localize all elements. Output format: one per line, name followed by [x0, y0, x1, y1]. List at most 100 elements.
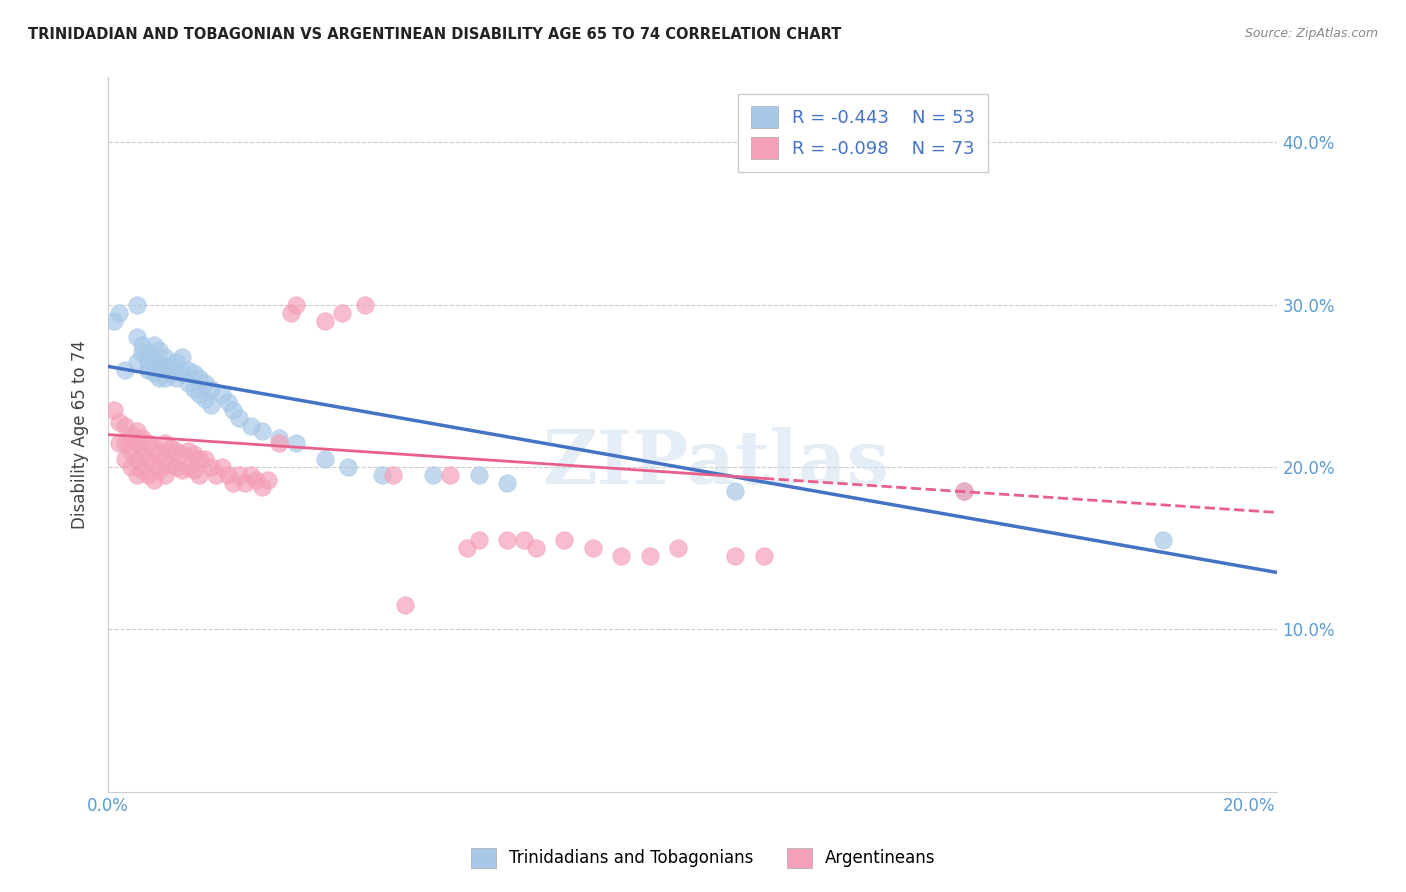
Point: [280, 306, 302, 320]
Point: [159, 366, 181, 380]
Point: [952, 484, 974, 499]
Point: [513, 533, 536, 547]
Point: [148, 463, 170, 477]
Point: [165, 460, 187, 475]
Point: [172, 350, 194, 364]
Point: [136, 362, 159, 376]
Point: [183, 366, 205, 380]
Point: [582, 541, 605, 556]
Point: [165, 370, 187, 384]
Point: [228, 468, 250, 483]
Point: [148, 447, 170, 461]
Point: [120, 427, 142, 442]
Point: [177, 460, 200, 475]
Point: [136, 468, 159, 483]
Point: [125, 298, 148, 312]
Point: [177, 376, 200, 390]
Point: [148, 370, 170, 384]
Point: [172, 366, 194, 380]
Point: [108, 306, 131, 320]
Point: [125, 425, 148, 439]
Point: [142, 441, 165, 455]
Point: [233, 476, 256, 491]
Point: [159, 441, 181, 455]
Point: [125, 354, 148, 368]
Point: [188, 468, 211, 483]
Point: [131, 463, 153, 477]
Point: [952, 484, 974, 499]
Point: [165, 354, 187, 368]
Point: [125, 435, 148, 450]
Point: [172, 447, 194, 461]
Point: [159, 457, 181, 471]
Point: [103, 403, 125, 417]
Point: [120, 460, 142, 475]
Point: [422, 468, 444, 483]
Point: [200, 398, 222, 412]
Point: [188, 451, 211, 466]
Point: [136, 451, 159, 466]
Point: [165, 443, 187, 458]
Point: [222, 403, 245, 417]
Point: [142, 354, 165, 368]
Legend: R = -0.443    N = 53, R = -0.098    N = 73: R = -0.443 N = 53, R = -0.098 N = 73: [738, 94, 987, 172]
Point: [108, 435, 131, 450]
Legend: Trinidadians and Tobagonians, Argentineans: Trinidadians and Tobagonians, Argentinea…: [464, 841, 942, 875]
Point: [177, 362, 200, 376]
Point: [136, 346, 159, 360]
Point: [131, 338, 153, 352]
Point: [269, 435, 291, 450]
Point: [336, 460, 359, 475]
Point: [125, 468, 148, 483]
Point: [314, 451, 336, 466]
Point: [120, 443, 142, 458]
Text: Source: ZipAtlas.com: Source: ZipAtlas.com: [1244, 27, 1378, 40]
Point: [142, 457, 165, 471]
Point: [250, 425, 273, 439]
Point: [524, 541, 547, 556]
Point: [114, 451, 136, 466]
Point: [439, 468, 461, 483]
Point: [153, 350, 176, 364]
Point: [496, 533, 519, 547]
Point: [285, 435, 308, 450]
Point: [239, 419, 262, 434]
Point: [330, 306, 353, 320]
Point: [353, 298, 375, 312]
Point: [194, 392, 217, 406]
Point: [172, 463, 194, 477]
Point: [153, 370, 176, 384]
Point: [148, 359, 170, 374]
Point: [269, 431, 291, 445]
Point: [456, 541, 478, 556]
Point: [194, 376, 217, 390]
Point: [194, 451, 217, 466]
Point: [103, 314, 125, 328]
Point: [114, 435, 136, 450]
Point: [228, 411, 250, 425]
Point: [468, 533, 491, 547]
Point: [394, 598, 416, 612]
Point: [142, 338, 165, 352]
Point: [553, 533, 575, 547]
Point: [211, 460, 233, 475]
Point: [1152, 533, 1174, 547]
Point: [205, 468, 228, 483]
Point: [638, 549, 661, 564]
Point: [183, 463, 205, 477]
Point: [136, 354, 159, 368]
Point: [188, 370, 211, 384]
Point: [153, 435, 176, 450]
Text: TRINIDADIAN AND TOBAGONIAN VS ARGENTINEAN DISABILITY AGE 65 TO 74 CORRELATION CH: TRINIDADIAN AND TOBAGONIAN VS ARGENTINEA…: [28, 27, 842, 42]
Point: [153, 468, 176, 483]
Point: [200, 382, 222, 396]
Point: [108, 415, 131, 429]
Point: [153, 359, 176, 374]
Point: [125, 330, 148, 344]
Point: [136, 435, 159, 450]
Point: [610, 549, 633, 564]
Point: [314, 314, 336, 328]
Point: [496, 476, 519, 491]
Point: [142, 366, 165, 380]
Point: [245, 473, 267, 487]
